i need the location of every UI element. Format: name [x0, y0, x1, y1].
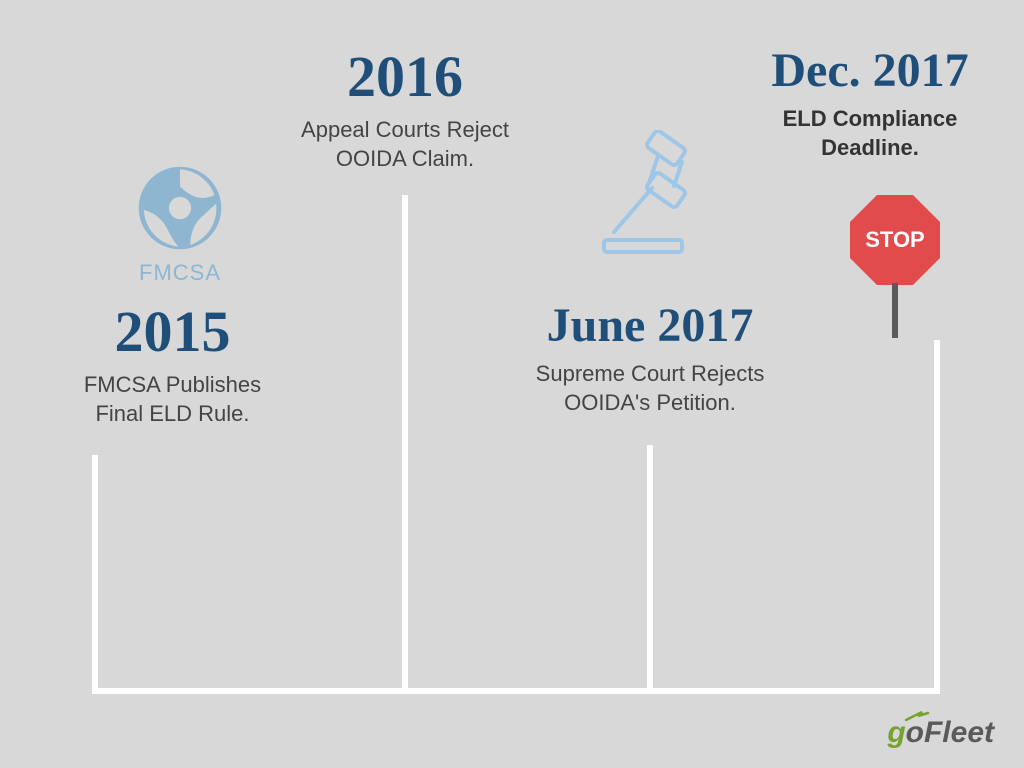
desc-2016: Appeal Courts Reject OOIDA Claim. [280, 115, 530, 174]
gavel-icon [600, 130, 730, 265]
connector-dec2017 [934, 340, 940, 688]
event-dec2017: Dec. 2017 ELD Compliance Deadline. [755, 45, 985, 163]
fmcsa-icon: FMCSA [95, 165, 265, 286]
stop-label: STOP [865, 227, 925, 253]
connector-2016 [402, 195, 408, 688]
event-2016: 2016 Appeal Courts Reject OOIDA Claim. [280, 45, 530, 174]
event-2015: 2015 FMCSA Publishes Final ELD Rule. [60, 300, 285, 429]
stop-sign-icon: STOP [850, 195, 940, 285]
event-jun2017: June 2017 Supreme Court Rejects OOIDA's … [510, 300, 790, 418]
desc-dec2017: ELD Compliance Deadline. [755, 104, 985, 163]
desc-2015: FMCSA Publishes Final ELD Rule. [60, 370, 285, 429]
gofleet-logo: goFleet [887, 716, 994, 750]
year-dec2017: Dec. 2017 [755, 45, 985, 98]
year-jun2017: June 2017 [510, 300, 790, 353]
connector-2015 [92, 455, 98, 688]
year-2016: 2016 [280, 45, 530, 109]
year-2015: 2015 [60, 300, 285, 364]
fmcsa-label: FMCSA [95, 260, 265, 286]
logo-o: o [906, 716, 924, 749]
desc-jun2017: Supreme Court Rejects OOIDA's Petition. [510, 359, 790, 418]
timeline-baseline [92, 688, 940, 694]
connector-jun2017 [647, 445, 653, 688]
logo-fleet: Fleet [924, 716, 994, 749]
